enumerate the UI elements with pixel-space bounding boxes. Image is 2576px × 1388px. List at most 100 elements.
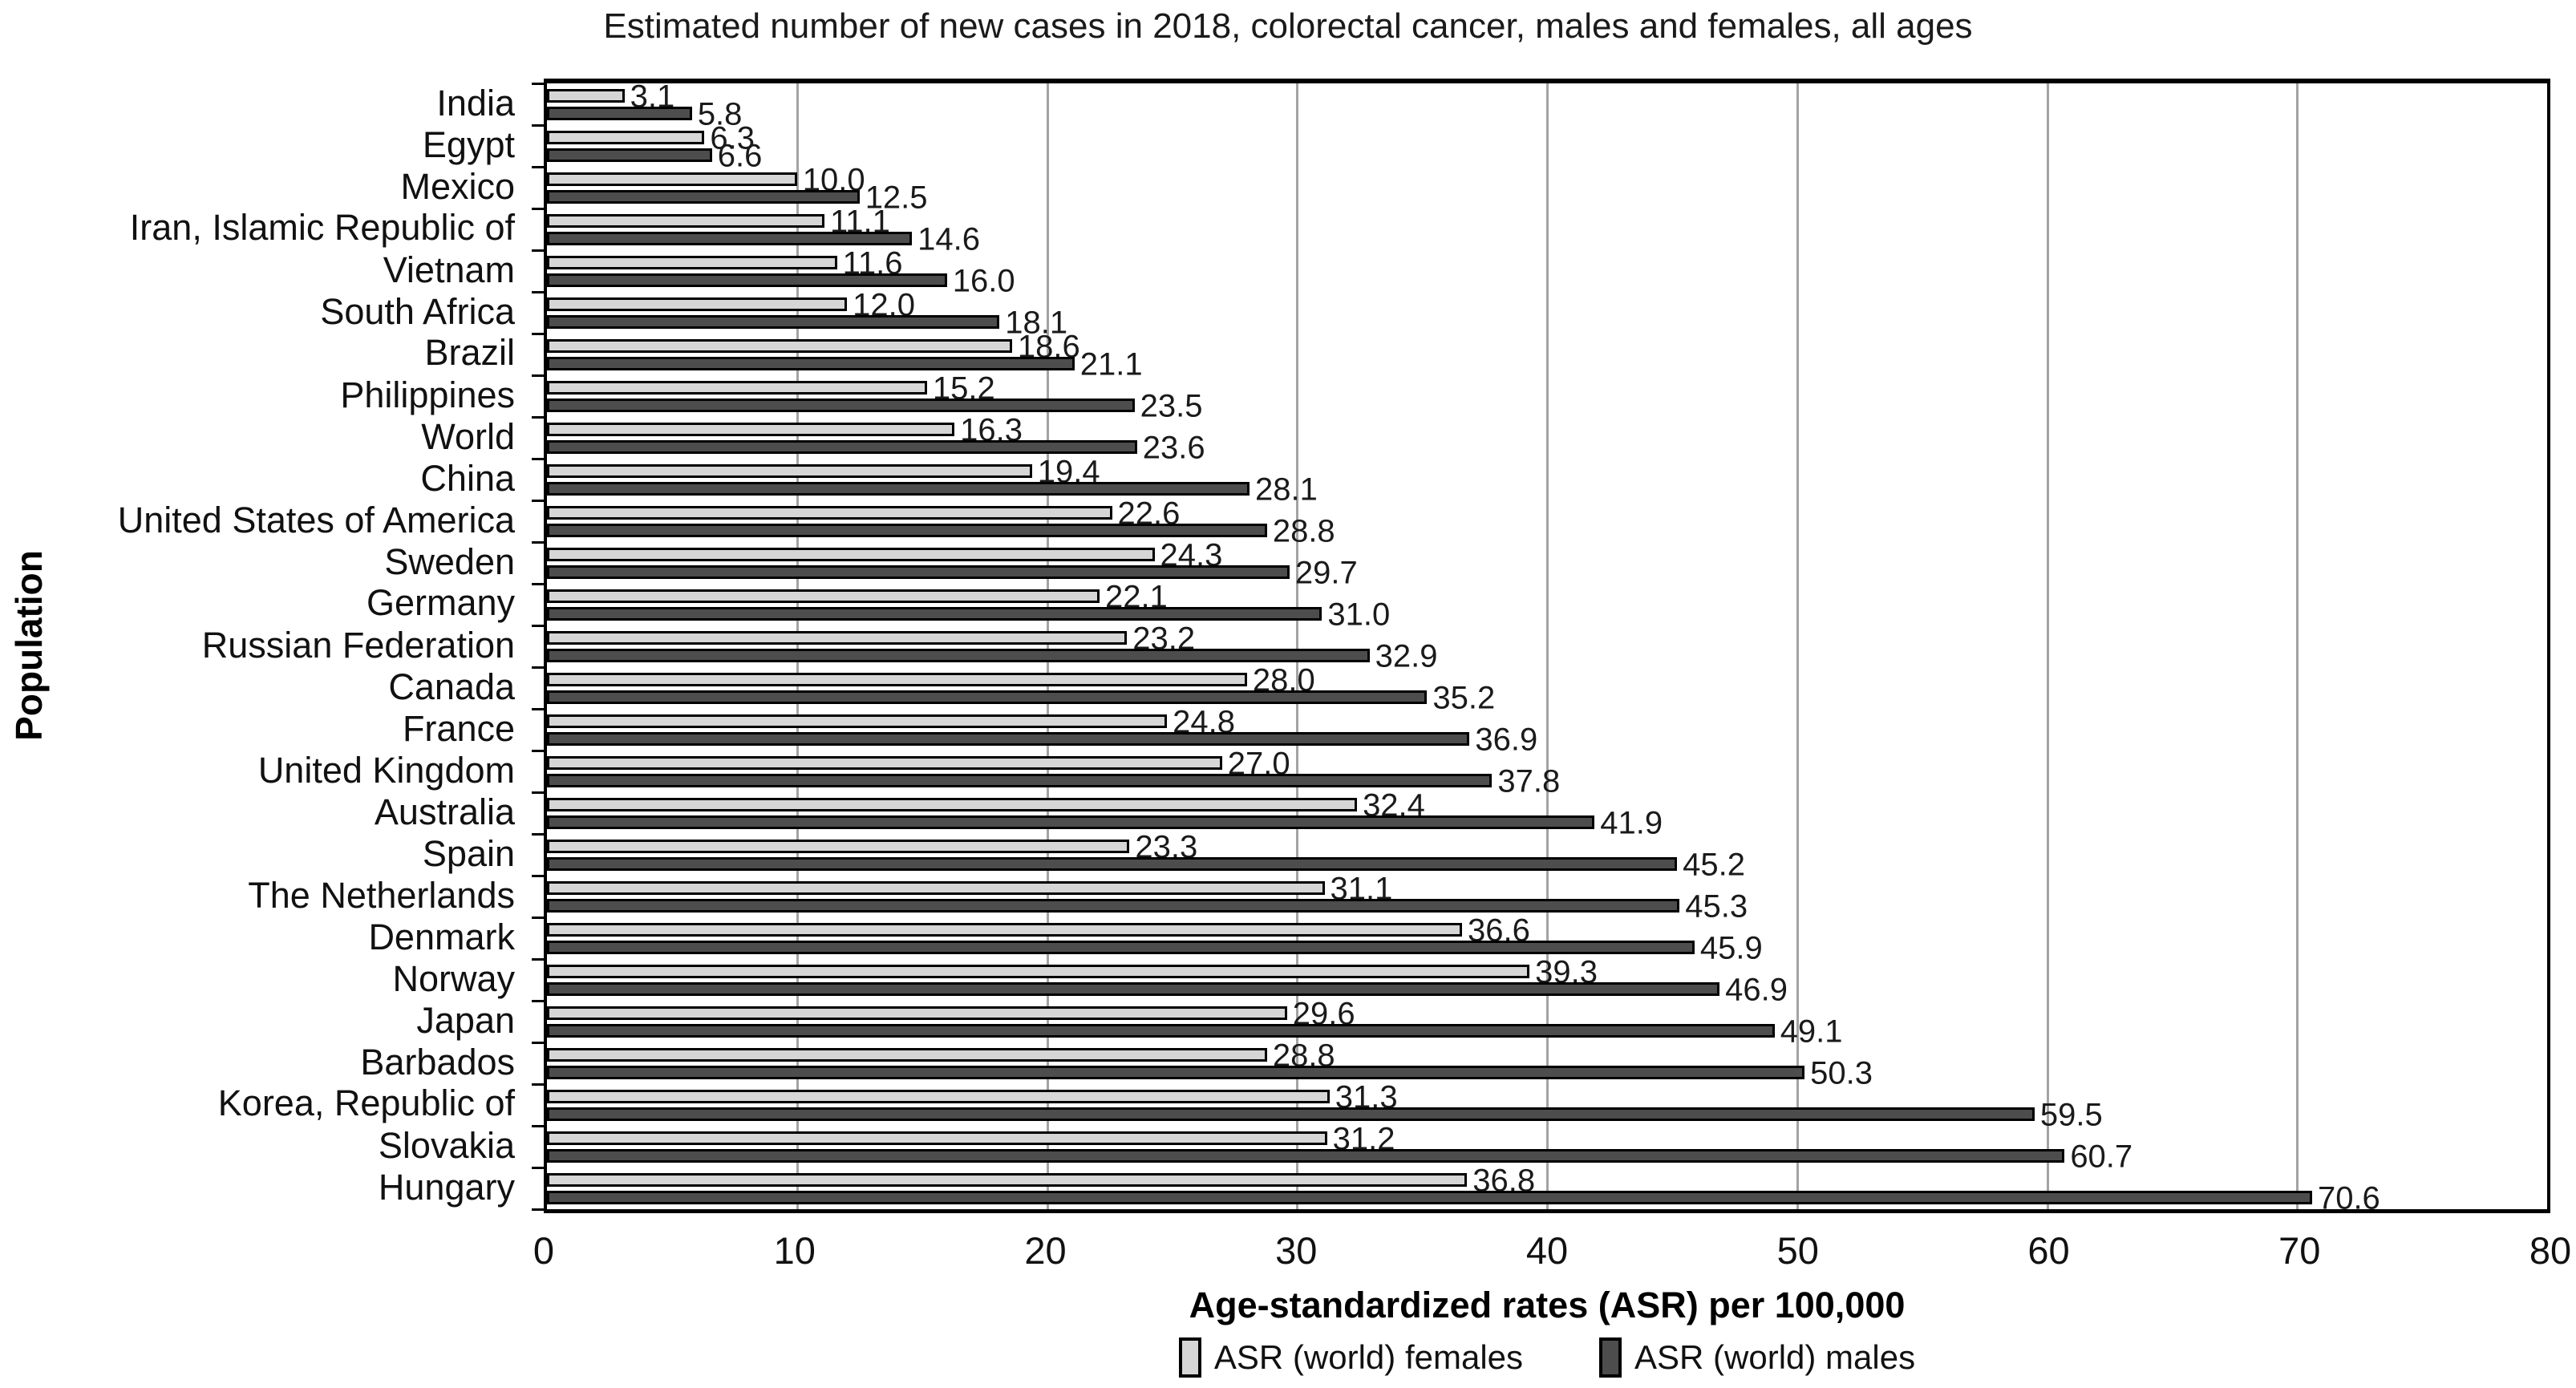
legend: ASR (world) females ASR (world) males xyxy=(544,1337,2550,1378)
bar-females: 22.1 xyxy=(547,581,1168,613)
category-label: Slovakia xyxy=(378,1124,515,1166)
value-label: 29.7 xyxy=(1294,555,1358,591)
bar-males: 60.7 xyxy=(547,1141,2132,1173)
category-label: Hungary xyxy=(378,1166,515,1208)
bar-females: 24.3 xyxy=(547,540,1222,572)
bar-group-south-africa: 12.0 18.1 xyxy=(547,289,2547,339)
category-label: Brazil xyxy=(424,332,515,374)
bar-females: 19.4 xyxy=(547,456,1100,488)
y-axis-tick xyxy=(532,1082,544,1086)
bar-females: 31.1 xyxy=(547,873,1392,905)
x-tick-label: 10 xyxy=(773,1229,816,1272)
bar-group-iran-islamic-republic-of: 11.1 14.6 xyxy=(547,206,2547,256)
bar-females: 6.3 xyxy=(547,123,755,155)
category-label: Norway xyxy=(392,957,515,999)
category-label: Vietnam xyxy=(383,249,515,290)
y-axis-tick xyxy=(532,374,544,377)
y-axis-tick xyxy=(532,500,544,502)
y-axis-tick xyxy=(532,1167,544,1169)
bar-females: 23.3 xyxy=(547,832,1197,864)
bar-males: 41.9 xyxy=(547,807,1663,840)
category-label: Denmark xyxy=(368,916,515,957)
x-tick-label: 40 xyxy=(1525,1229,1569,1272)
value-label: 41.9 xyxy=(1600,805,1663,841)
bar-females: 36.8 xyxy=(547,1165,1535,1197)
gridline xyxy=(1796,83,1799,1209)
bar-females: 12.0 xyxy=(547,289,915,322)
bar-group-brazil: 18.6 21.1 xyxy=(547,331,2547,381)
bar-group-india: 3.1 5.8 xyxy=(547,81,2547,131)
value-label: 16.0 xyxy=(952,263,1015,299)
bar-group-korea-republic-of: 31.3 59.5 xyxy=(547,1082,2547,1131)
bar-females: 27.0 xyxy=(547,748,1290,780)
bar-males: 28.8 xyxy=(547,516,1335,548)
value-label: 28.1 xyxy=(1255,471,1318,508)
bar-group-slovakia: 31.2 60.7 xyxy=(547,1123,2547,1173)
bar-group-france: 24.8 36.9 xyxy=(547,706,2547,756)
category-label: United Kingdom xyxy=(257,749,515,791)
category-label: South Africa xyxy=(320,290,515,332)
bar-group-sweden: 24.3 29.7 xyxy=(547,540,2547,589)
value-label: 45.9 xyxy=(1699,930,1763,966)
bar-females: 24.8 xyxy=(547,706,1235,739)
y-axis-tick xyxy=(532,458,544,460)
bar-males: 50.3 xyxy=(547,1058,1873,1090)
bar-females: 11.6 xyxy=(547,248,903,280)
bar-males: 16.0 xyxy=(547,265,1015,297)
value-label: 36.9 xyxy=(1475,722,1538,758)
bar-group-china: 19.4 28.1 xyxy=(547,456,2547,506)
bar-males: 12.5 xyxy=(547,182,928,214)
bar-males: 36.9 xyxy=(547,724,1537,756)
bar-group-australia: 32.4 41.9 xyxy=(547,790,2547,840)
value-label: 35.2 xyxy=(1432,680,1496,716)
bar-group-barbados: 28.8 50.3 xyxy=(547,1040,2547,1090)
y-axis-tick xyxy=(532,666,544,669)
category-label: Barbados xyxy=(360,1041,515,1082)
bar-males: 59.5 xyxy=(547,1099,2103,1131)
bar-group-vietnam: 11.6 16.0 xyxy=(547,248,2547,297)
gridline xyxy=(2296,83,2299,1209)
legend-label-females: ASR (world) females xyxy=(1213,1338,1524,1376)
bar-group-egypt: 6.3 6.6 xyxy=(547,123,2547,172)
bar-females: 39.3 xyxy=(547,957,1598,989)
bar-females: 29.6 xyxy=(547,998,1355,1030)
x-tick-label: 80 xyxy=(2529,1229,2572,1272)
value-label: 31.0 xyxy=(1327,597,1391,633)
bar-males: 6.6 xyxy=(547,140,762,172)
value-label: 18.1 xyxy=(1005,305,1068,341)
value-label: 12.5 xyxy=(865,180,928,216)
x-tick-label: 70 xyxy=(2278,1229,2321,1272)
value-label: 37.8 xyxy=(1497,763,1561,799)
y-axis-tick xyxy=(532,750,544,752)
bar-females: 15.2 xyxy=(547,373,995,405)
y-axis-tick xyxy=(532,708,544,710)
category-label: Canada xyxy=(388,666,515,707)
y-axis-tick xyxy=(532,166,544,168)
bar-males: 23.6 xyxy=(547,432,1205,464)
category-label: World xyxy=(421,415,515,457)
legend-item-males: ASR (world) males xyxy=(1599,1337,1915,1378)
bar-males: 32.9 xyxy=(547,641,1438,673)
category-label: Mexico xyxy=(400,165,515,207)
category-label: United States of America xyxy=(117,499,515,540)
value-label: 23.6 xyxy=(1142,430,1205,466)
bar-group-denmark: 36.6 45.9 xyxy=(547,915,2547,965)
value-label: 50.3 xyxy=(1810,1055,1873,1091)
value-label: 6.6 xyxy=(717,138,763,174)
category-label: The Netherlands xyxy=(248,874,515,916)
bar-rows: 3.1 5.8 6.3 6.6 10.0 12.5 11.1 14.6 11.6 16.0 12.0… xyxy=(547,81,2547,1215)
gridline xyxy=(1546,83,1549,1209)
chart-title: Estimated number of new cases in 2018, c… xyxy=(603,6,1973,46)
y-axis-tick xyxy=(532,958,544,961)
legend-swatch-females-icon xyxy=(1178,1337,1201,1378)
bar-males: 37.8 xyxy=(547,766,1560,798)
plot-area: 3.1 5.8 6.3 6.6 10.0 12.5 11.1 14.6 11.6 16.0 12.0… xyxy=(532,79,2550,1215)
x-tick-label: 60 xyxy=(2027,1229,2070,1272)
y-axis-tick xyxy=(532,124,544,127)
y-axis-tick xyxy=(532,791,544,794)
value-label: 6.3 xyxy=(710,120,755,156)
value-label: 59.5 xyxy=(2039,1097,2103,1133)
category-label: Spain xyxy=(422,832,515,874)
legend-label-males: ASR (world) males xyxy=(1634,1338,1916,1376)
